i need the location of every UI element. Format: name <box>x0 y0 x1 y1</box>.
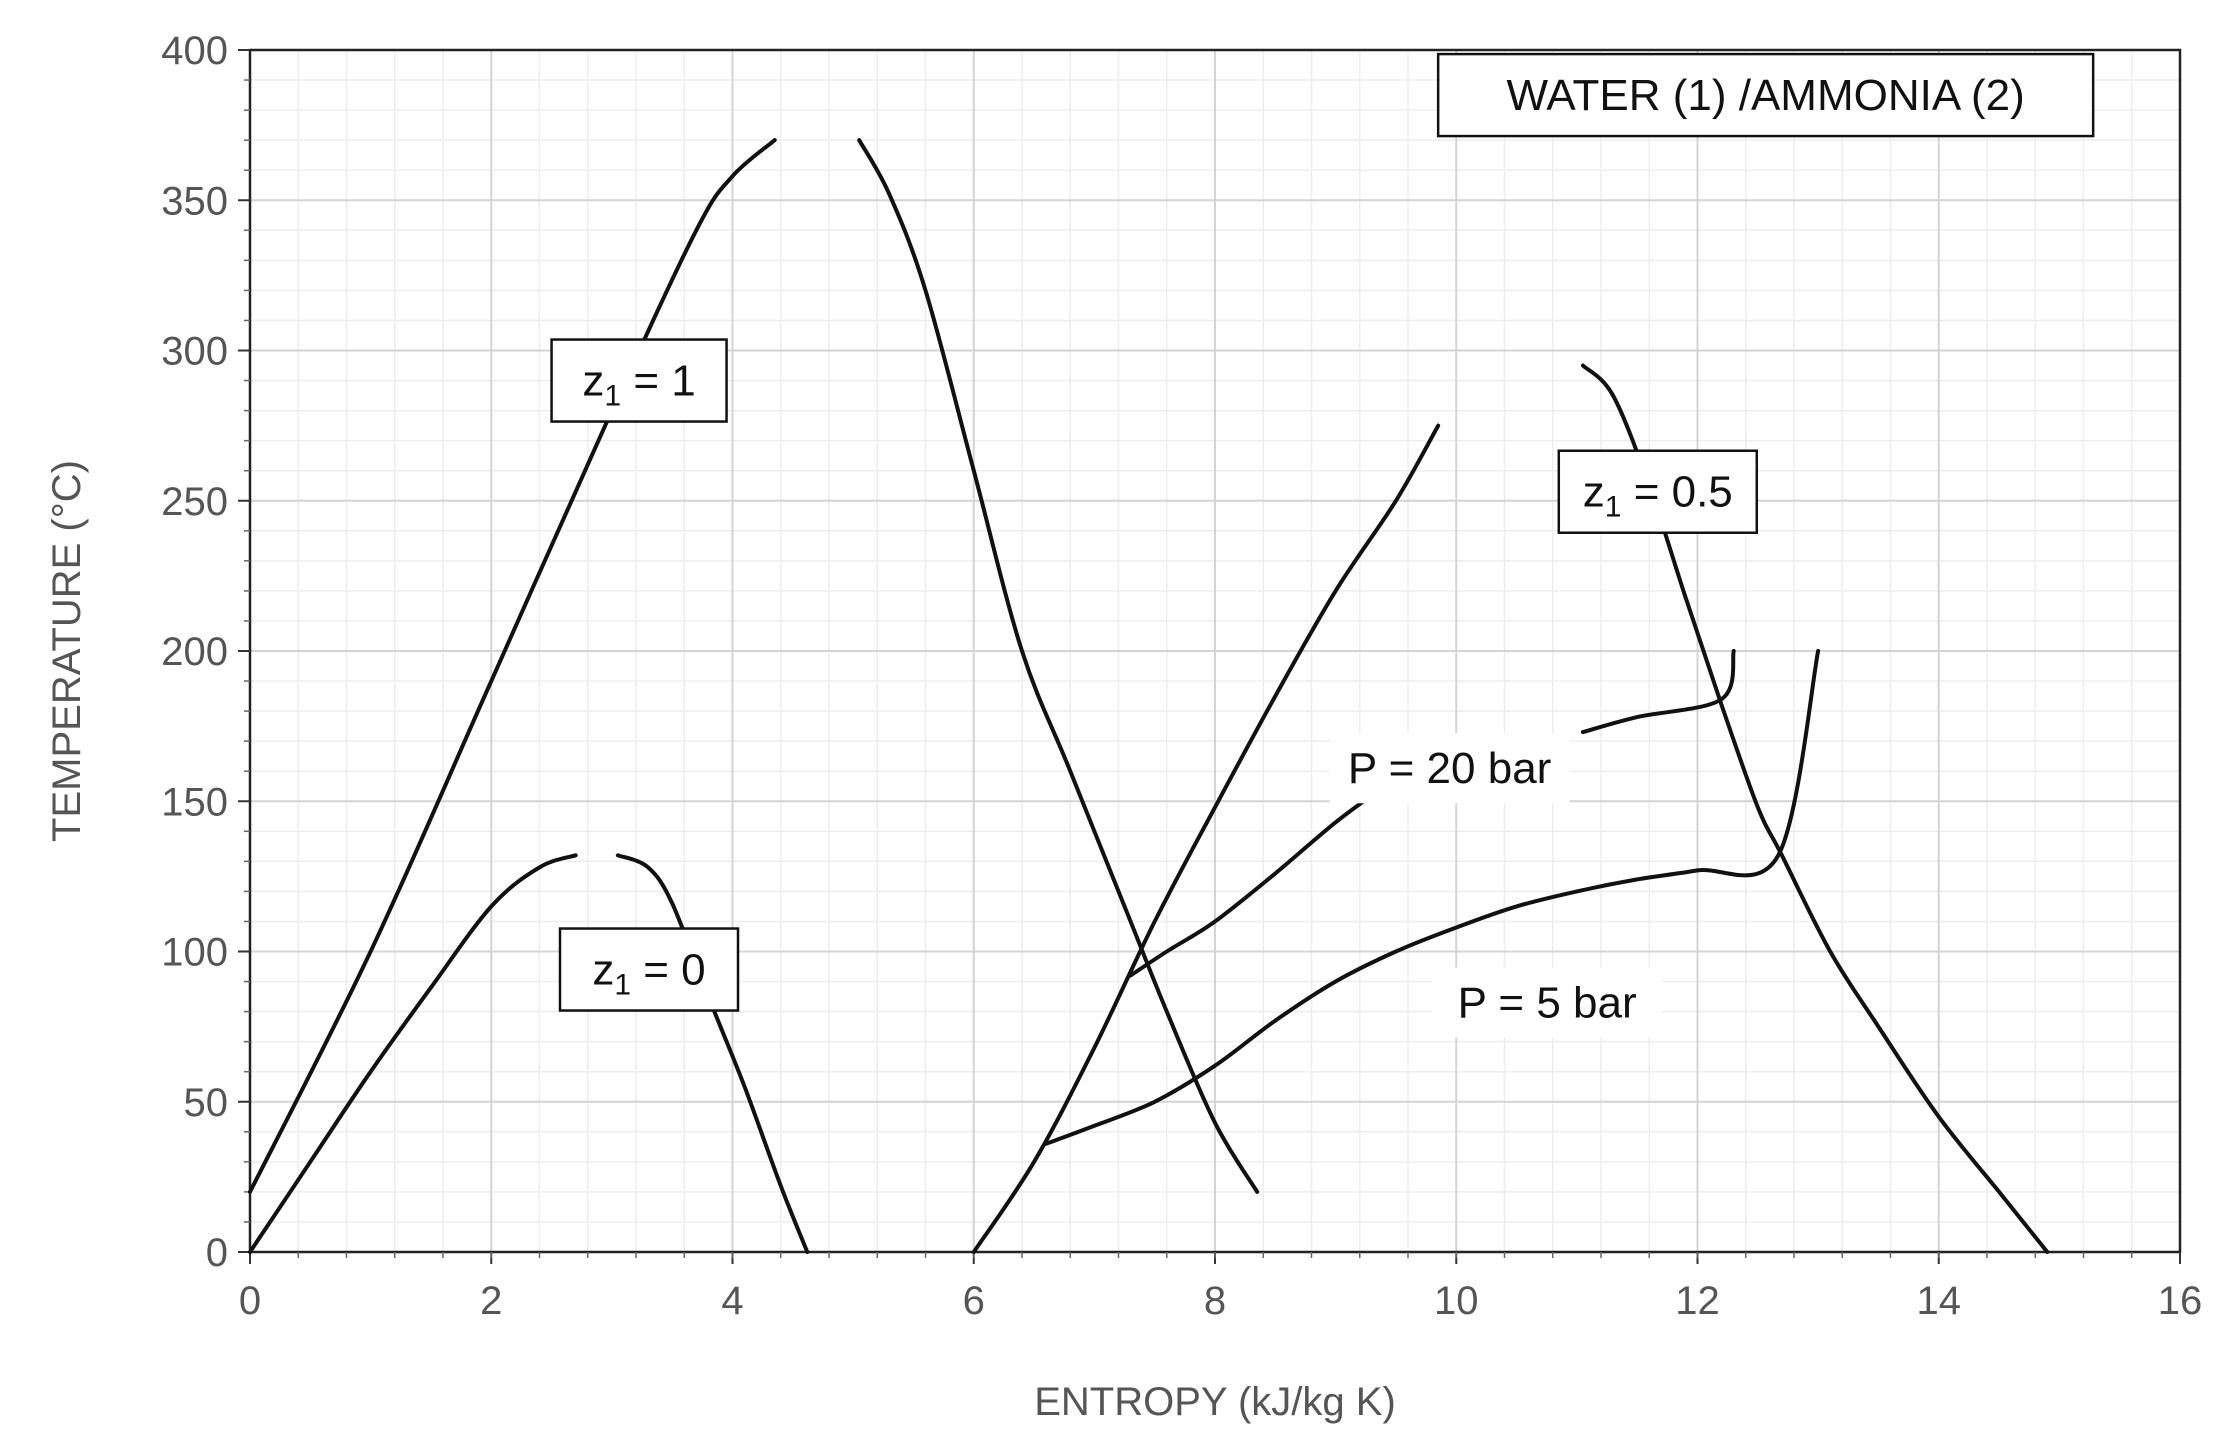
series-line-p-5-bar <box>1044 649 1821 1146</box>
x-axis-title: ENTROPY (kJ/kg K) <box>1034 1380 1396 1424</box>
series-line-z1-1-liquid <box>248 138 777 1194</box>
y-tick-label: 400 <box>161 29 228 73</box>
p20-label-box <box>1329 733 1570 804</box>
z1-1-label-text: z1 = 1 <box>582 357 695 413</box>
z1-1-label: z1 = 1 <box>550 338 728 423</box>
z1-0-label: z1 = 0 <box>558 927 740 1012</box>
y-tick-label: 350 <box>161 179 228 223</box>
series-line-z1-0-5-bubble <box>971 423 1441 1254</box>
p5-label-text: P = 5 bar <box>1458 979 1637 1028</box>
z1-05-label-box <box>1557 449 1759 534</box>
y-tick-label: 300 <box>161 330 228 374</box>
x-tick-label: 0 <box>239 1279 261 1323</box>
x-tick-label: 12 <box>1675 1279 1720 1323</box>
x-tick-label: 14 <box>1917 1279 1962 1323</box>
x-tick-label: 8 <box>1204 1279 1226 1323</box>
curve-layer <box>248 138 2050 1254</box>
x-tick-label: 2 <box>480 1279 502 1323</box>
x-tick-label: 6 <box>963 1279 985 1323</box>
y-tick-label: 0 <box>206 1231 228 1275</box>
z1-0-label-box <box>558 927 740 1012</box>
z1-1-label-box <box>550 338 728 423</box>
legend-title-box-text: WATER (1) /AMMONIA (2) <box>1507 71 2025 120</box>
series-line-p-20-bar-upper <box>1580 649 1736 735</box>
y-tick-label: 250 <box>161 480 228 524</box>
tick-layer: 0 2 4 6 8 10 12 14 16 0 50 100 150 200 250 300 350 400 <box>161 29 2202 1323</box>
y-axis-title: TEMPERATURE (°C) <box>45 460 89 842</box>
legend-title-box-box <box>1436 52 2095 138</box>
x-tick-label: 16 <box>2158 1279 2203 1323</box>
grid-layer <box>249 49 2181 1253</box>
y-tick-label: 150 <box>161 780 228 824</box>
series-line-z1-1-vapor <box>857 138 1260 1194</box>
y-tick-label: 100 <box>161 931 228 975</box>
legend-title-box: WATER (1) /AMMONIA (2) <box>1436 52 2095 138</box>
y-tick-label: 200 <box>161 630 228 674</box>
z1-05-label-text: z1 = 0.5 <box>1583 468 1733 524</box>
x-tick-label: 4 <box>721 1279 743 1323</box>
p20-label: P = 20 bar <box>1329 733 1570 804</box>
z1-0-label-text: z1 = 0 <box>592 946 705 1002</box>
x-tick-label: 10 <box>1434 1279 1479 1323</box>
p5-label: P = 5 bar <box>1432 967 1663 1038</box>
y-tick-label: 50 <box>184 1081 229 1125</box>
annotation-layer: WATER (1) /AMMONIA (2) z1 = 1 z1 = 0 z1 = 0… <box>550 52 2095 1038</box>
p5-label-box <box>1432 967 1663 1038</box>
z1-05-label: z1 = 0.5 <box>1557 449 1759 534</box>
p20-label-text: P = 20 bar <box>1348 744 1551 793</box>
series-line-z1-0-liquid <box>248 853 578 1254</box>
